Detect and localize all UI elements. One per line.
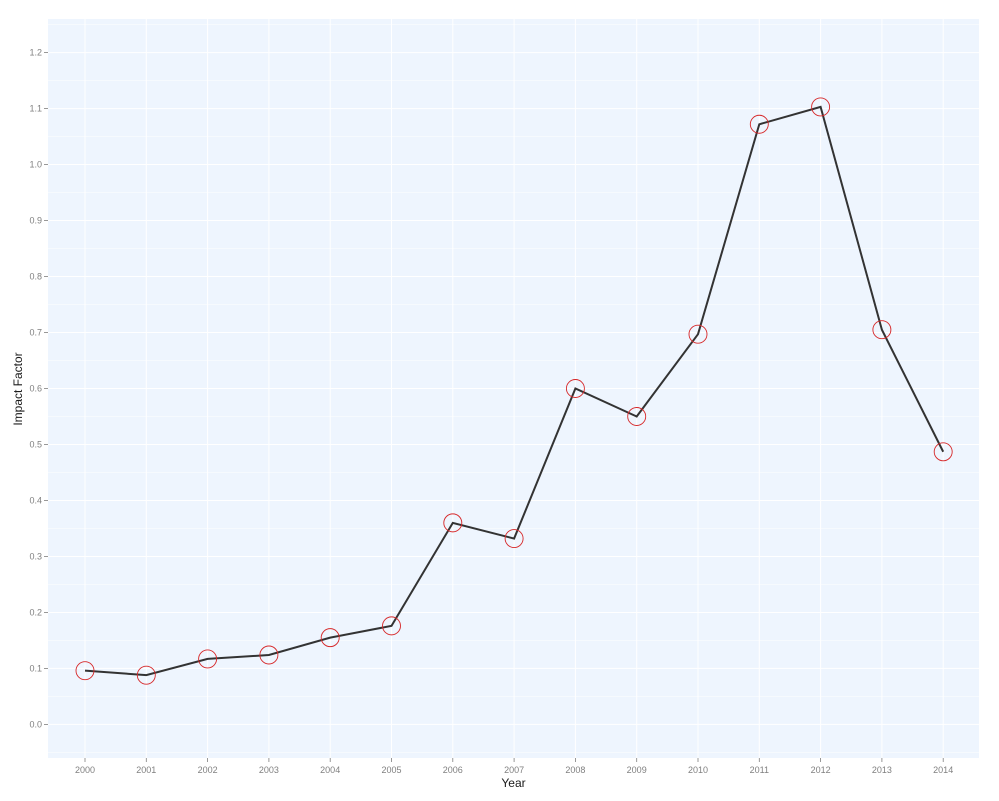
y-tick-label: 0.2 [29, 607, 42, 617]
data-point [688, 324, 708, 344]
y-tick-label: 0.9 [29, 216, 42, 226]
data-point [627, 407, 647, 426]
data-point [75, 661, 95, 681]
x-tick-label: 2006 [443, 765, 463, 775]
x-tick-label: 2000 [75, 765, 95, 775]
y-tick-label: 1.0 [29, 160, 42, 170]
x-tick-label: 2003 [259, 765, 279, 775]
data-point [811, 97, 831, 117]
x-tick-label: 2014 [933, 765, 953, 775]
x-axis-title: Year [501, 776, 525, 790]
y-tick-label: 0.5 [29, 439, 42, 449]
x-tick-label: 2011 [750, 765, 769, 775]
y-tick-label: 0.4 [29, 495, 42, 505]
data-point [565, 379, 585, 398]
series-line [84, 105, 945, 677]
y-tick-label: 0.7 [29, 328, 42, 338]
data-point [320, 628, 340, 648]
x-tick-label: 2007 [504, 765, 524, 775]
data-point [443, 513, 463, 533]
y-tick-label: 0.6 [29, 384, 42, 394]
data-point [136, 665, 156, 685]
y-tick-label: 1.2 [29, 48, 42, 58]
data-point [749, 114, 769, 134]
y-axis-ticks: 0.0 0.1 0.2 0.3 0.4 0.5 0.6 0.7 0.8 0.9 1.0 1.1 1.2 [29, 48, 48, 729]
x-tick-label: 2005 [381, 765, 401, 775]
x-tick-label: 2008 [565, 765, 585, 775]
x-tick-label: 2010 [688, 765, 708, 775]
minor-gridlines [48, 24, 979, 753]
y-tick-label: 0.1 [29, 663, 42, 673]
x-tick-label: 2001 [136, 765, 156, 775]
y-tick-label: 1.1 [29, 104, 42, 114]
y-axis-title: Impact Factor [11, 352, 25, 425]
x-tick-label: 2002 [198, 765, 218, 775]
data-point [933, 442, 953, 462]
data-point [259, 645, 279, 665]
x-tick-label: 2004 [320, 765, 340, 775]
major-gridlines [48, 19, 979, 758]
x-tick-label: 2009 [627, 765, 647, 775]
y-tick-label: 0.3 [29, 551, 42, 561]
x-axis-ticks: 2000 2001 2002 2003 2004 2005 2006 2007 2008 2009… [75, 758, 953, 775]
x-tick-label: 2012 [811, 765, 831, 775]
data-point [382, 616, 401, 636]
y-tick-label: 0.8 [29, 272, 42, 282]
data-point [198, 649, 218, 669]
data-point [504, 529, 524, 548]
data-markers [75, 97, 953, 685]
data-point [872, 320, 892, 340]
x-tick-label: 2013 [872, 765, 892, 775]
y-tick-label: 0.0 [29, 719, 42, 729]
